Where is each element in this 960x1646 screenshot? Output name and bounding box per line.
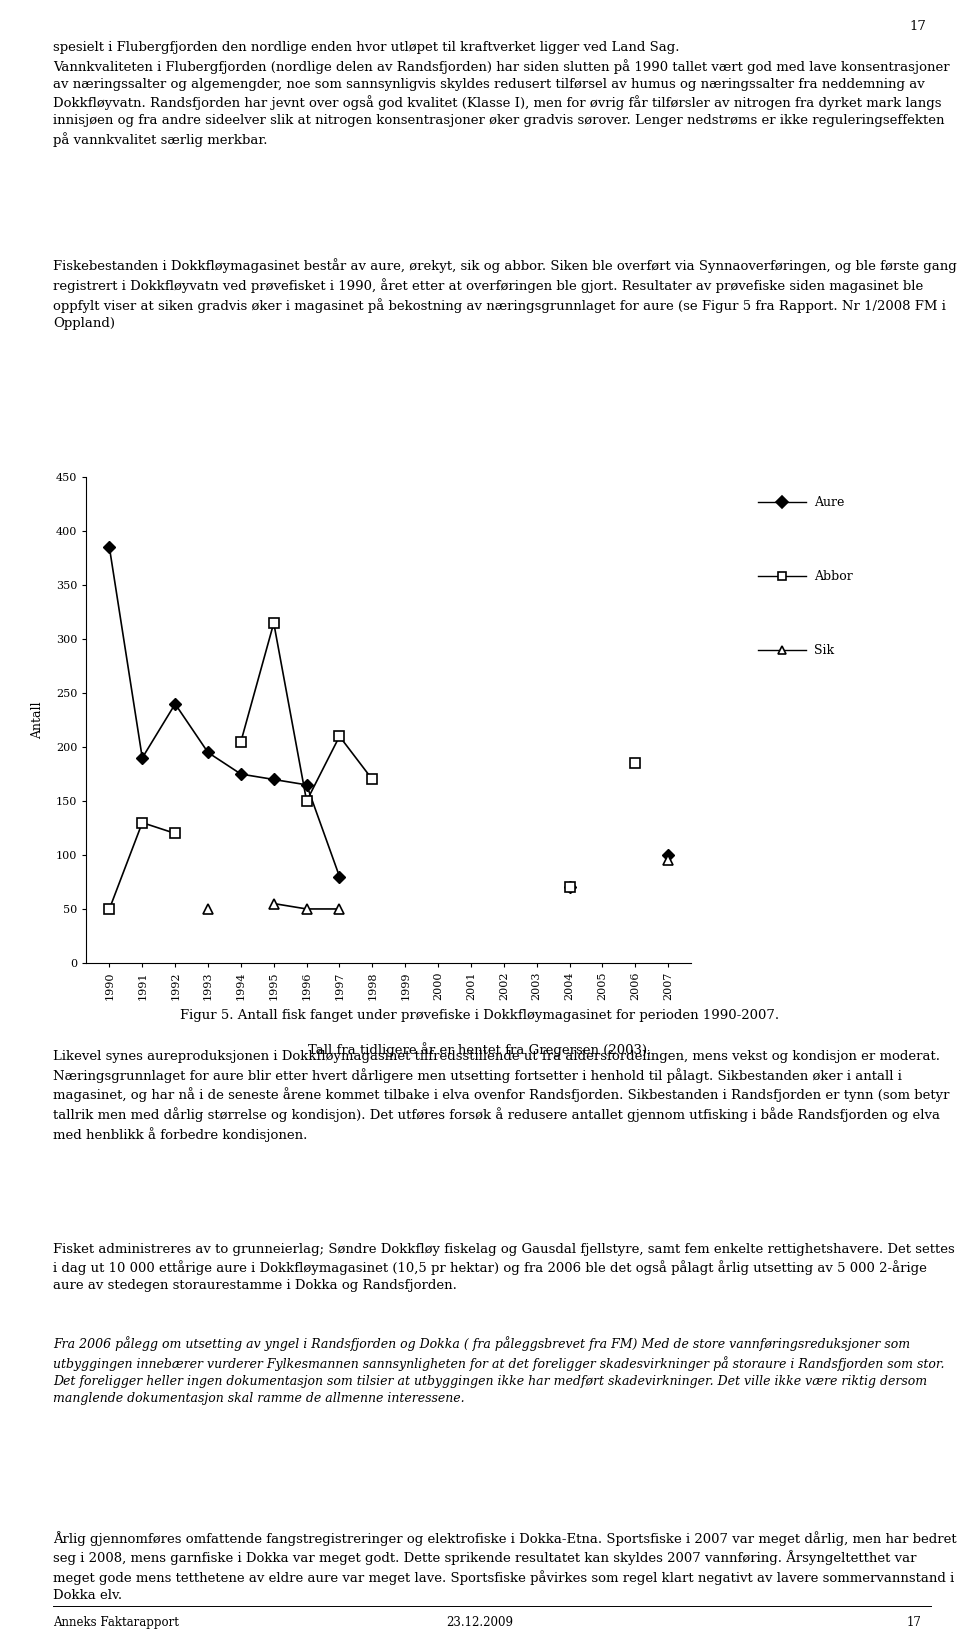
Aure [104, 538, 115, 558]
Text: 23.12.2009: 23.12.2009 [446, 1616, 514, 1630]
Line: Abbor: Abbor [105, 619, 640, 914]
Abbor [300, 792, 312, 811]
Sik [268, 894, 279, 914]
Aure [235, 764, 247, 783]
Text: Fra 2006 pålegg om utsetting av yngel i Randsfjorden og Dokka ( fra påleggsbreve: Fra 2006 pålegg om utsetting av yngel i … [53, 1337, 945, 1406]
Text: Anneks Faktarapport: Anneks Faktarapport [53, 1616, 179, 1630]
Line: Sik: Sik [204, 856, 673, 914]
Aure [662, 844, 674, 864]
Aure [300, 775, 312, 795]
Sik [334, 899, 346, 918]
Text: Tall fra tidligere år er hentet fra Gregersen (2003).: Tall fra tidligere år er hentet fra Greg… [308, 1042, 652, 1057]
Aure [268, 770, 279, 790]
Line: Aure: Aure [106, 543, 672, 892]
Text: 17: 17 [907, 1616, 922, 1630]
Text: Fiskebestanden i Dokkfløymagasinet består av aure, ørekyt, sik og abbor. Siken b: Fiskebestanden i Dokkfløymagasinet bestå… [53, 258, 956, 329]
Aure [203, 742, 214, 762]
Text: Årlig gjennomføres omfattende fangstregistreringer og elektrofiske i Dokka-Etna.: Årlig gjennomføres omfattende fangstregi… [53, 1531, 956, 1602]
Abbor [235, 732, 247, 752]
Text: 17: 17 [909, 20, 926, 33]
Abbor [104, 899, 115, 918]
Text: Fisket administreres av to grunneierlag; Søndre Dokkfløy fiskelag og Gausdal fje: Fisket administreres av to grunneierlag;… [53, 1243, 954, 1292]
Text: Figur 5. Antall fisk fanget under prøvefiske i Dokkfløymagasinet for perioden 19: Figur 5. Antall fisk fanget under prøvef… [180, 1009, 780, 1022]
Sik [662, 851, 674, 871]
Aure [169, 695, 180, 714]
Y-axis label: Antall: Antall [31, 701, 44, 739]
Sik [300, 899, 312, 918]
Aure [564, 877, 575, 897]
Text: Sik: Sik [814, 644, 834, 657]
Abbor [334, 726, 346, 746]
Text: Aure: Aure [814, 495, 845, 509]
Abbor [268, 614, 279, 634]
Aure [334, 867, 346, 887]
Text: spesielt i Flubergfjorden den nordlige enden hvor utløpet til kraftverket ligger: spesielt i Flubergfjorden den nordlige e… [53, 41, 949, 146]
Abbor [630, 754, 641, 774]
Abbor [169, 823, 180, 843]
Abbor [136, 813, 148, 833]
Abbor [564, 877, 575, 897]
Sik [203, 899, 214, 918]
Text: Abbor: Abbor [814, 570, 852, 583]
Abbor [367, 770, 378, 790]
Aure [136, 747, 148, 767]
Text: Likevel synes aureproduksjonen i Dokkfløymagasinet tilfredsstillende ut fra alde: Likevel synes aureproduksjonen i Dokkflø… [53, 1050, 949, 1142]
